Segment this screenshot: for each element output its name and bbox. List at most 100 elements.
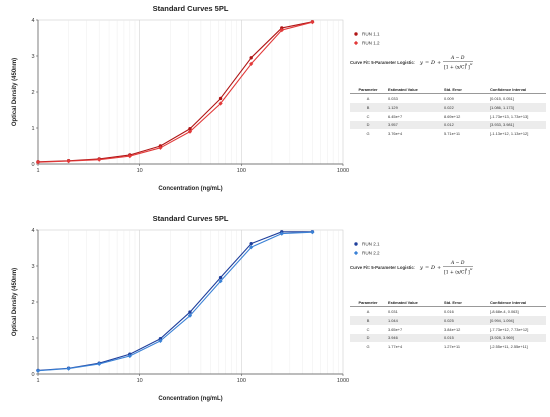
data-point — [249, 245, 254, 250]
table-cell: 3.84e+12 — [444, 326, 461, 332]
data-point — [127, 353, 132, 359]
svg-text:]: ] — [468, 65, 470, 71]
table-cell: 1.129 — [386, 102, 442, 112]
svg-text:=: = — [425, 265, 429, 271]
table-cell: [-7.73e+12, 7.73e+12] — [490, 326, 529, 332]
table-header-cell: Confidence Interval — [488, 298, 546, 308]
legend-marker — [354, 32, 358, 36]
table-row: D 3.957 0.012 [3.933, 3.981] — [350, 120, 546, 130]
table-cell: A — [366, 96, 370, 102]
table-cell: D — [350, 120, 386, 130]
x-tick-label: 10 — [137, 378, 143, 384]
table-cell: 3.76e+4 — [388, 131, 403, 137]
curve-fit-title: Curve Fit: 5-Parameter Logistic: — [350, 265, 415, 270]
svg-text:A − D: A − D — [450, 55, 465, 61]
table-row: D 3.946 0.015 [3.928, 3.969] — [350, 333, 546, 343]
legend-label: RUN 1.2 — [362, 41, 380, 46]
table-cell: 1.044 — [386, 315, 442, 325]
table-cell: 1.27e+11 — [444, 344, 461, 350]
fit-parameter-table: Parameter Estimated Value Std. Error Confid… — [350, 298, 546, 351]
table-cell: C — [366, 326, 370, 332]
x-tick-label: 100 — [237, 168, 246, 174]
legend-marker — [354, 242, 358, 246]
table-cell: 6.45e+7 — [388, 113, 403, 119]
data-point — [158, 338, 163, 344]
data-point — [249, 241, 253, 246]
table-row: G 1.77e+4 1.27e+11 [-2.55e+11, 2.55e+11] — [350, 342, 546, 351]
svg-text:B: B — [464, 63, 468, 67]
svg-text:y: y — [419, 60, 423, 66]
fit-parameter-table: Parameter Estimated Value Std. Error Confid… — [350, 85, 546, 138]
svg-text:+: + — [437, 60, 441, 66]
y-tick-label: 3 — [31, 264, 34, 270]
data-point — [35, 160, 41, 165]
table-cell: 8.69e+12 — [444, 113, 461, 119]
table-row: A 0.031 0.016 [-8.68e-4, 0.063] — [350, 307, 546, 316]
x-tick-label: 100 — [237, 378, 246, 384]
plot-area — [37, 229, 344, 375]
table-cell: [3.933, 3.981] — [488, 120, 546, 130]
x-tick-label: 1 — [36, 378, 39, 384]
table-header-row: Parameter Estimated Value Std. Error Confid… — [350, 85, 546, 95]
table-cell: 0.016 — [444, 309, 454, 315]
data-point — [280, 26, 284, 30]
table-cell: [-8.68e-4, 0.063] — [490, 309, 519, 315]
chart-panel-run1: 0 1 2 3 4 1 10 100 1000 Standard Curves 5PL Concen… — [0, 0, 550, 206]
svg-text:+: + — [437, 265, 441, 271]
chart-title: Standard Curves 5PL — [153, 214, 229, 223]
table-cell: 5.71e+11 — [444, 131, 461, 137]
x-tick-label: 1000 — [337, 168, 349, 174]
table-row: G 3.76e+4 5.71e+11 [-1.13e+12, 1.13e+12] — [350, 129, 546, 138]
x-tick-label: 1000 — [337, 378, 349, 384]
table-row: B 1.044 0.025 [0.994, 1.094] — [350, 315, 546, 325]
data-point — [187, 129, 193, 134]
data-point — [218, 278, 223, 284]
y-axis-label: Optical Density (450nm) — [12, 268, 18, 336]
table-cell: [0.994, 1.094] — [488, 315, 546, 325]
svg-text:[1 + (x/C): [1 + (x/C) — [444, 269, 467, 276]
table-cell: [0.015, 0.051] — [490, 96, 514, 102]
table-cell: 0.033 — [388, 96, 398, 102]
legend-marker — [353, 40, 359, 46]
y-tick-label: 0 — [31, 372, 34, 378]
y-tick-label: 1 — [31, 126, 34, 132]
table-cell: B — [350, 102, 386, 112]
table-header-cell: Parameter — [350, 298, 386, 308]
table-cell: 0.015 — [442, 333, 488, 343]
table-cell: B — [350, 315, 386, 325]
svg-text:]: ] — [468, 270, 470, 276]
table-row: B 1.129 0.022 [1.086, 1.173] — [350, 102, 546, 112]
y-tick-label: 1 — [31, 336, 34, 342]
table-cell: D — [350, 333, 386, 343]
table-cell: G — [366, 344, 370, 350]
data-point — [158, 145, 163, 150]
chart-panel-run2: 0 1 2 3 4 1 10 100 1000 Standard Curves 5PL Concen… — [0, 210, 550, 416]
table-header-row: Parameter Estimated Value Std. Error Confid… — [350, 298, 546, 308]
table-cell: [-2.55e+11, 2.55e+11] — [490, 344, 528, 350]
legend-label: RUN 2.1 — [362, 242, 380, 247]
data-point — [97, 361, 102, 367]
table-row: A 0.033 0.009 [0.015, 0.051] — [350, 94, 546, 103]
svg-text:B: B — [464, 268, 468, 272]
y-tick-label: 2 — [31, 90, 34, 96]
y-tick-label: 4 — [31, 228, 34, 234]
svg-text:D: D — [430, 60, 435, 66]
plot-area — [37, 19, 344, 165]
data-point — [35, 368, 41, 373]
data-point — [249, 56, 253, 60]
table-header-cell: Confidence Interval — [488, 85, 546, 95]
svg-text:G: G — [470, 267, 473, 271]
data-point — [187, 313, 193, 318]
table-cell: 0.012 — [442, 120, 488, 130]
table-cell: 3.957 — [386, 120, 442, 130]
table-cell: [-1.73e+13, 1.73e+13] — [490, 113, 529, 119]
svg-text:y: y — [419, 265, 423, 271]
data-point — [218, 275, 223, 280]
logistic-formula-icon: y = D + A − D [1 + (x/C) B ] G — [419, 55, 473, 71]
data-point — [97, 157, 102, 162]
y-tick-label: 2 — [31, 300, 34, 306]
legend-label: RUN 1.1 — [362, 32, 380, 37]
table-cell: C — [366, 113, 370, 119]
svg-text:A − D: A − D — [450, 260, 465, 266]
